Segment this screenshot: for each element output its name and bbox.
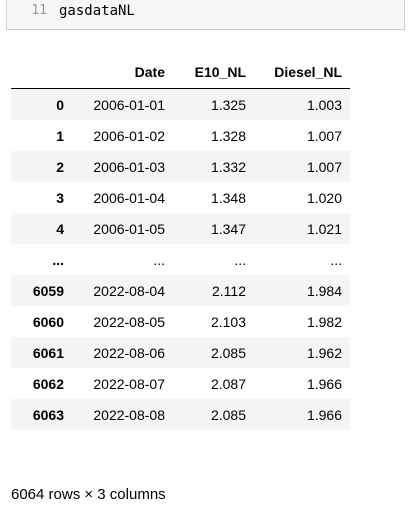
row-index: 0	[56, 96, 64, 113]
row-index: 6059	[32, 282, 64, 299]
cell-date: 2022-08-06	[93, 344, 165, 361]
cell-diesel: 1.021	[306, 220, 342, 237]
row-index: 6061	[32, 344, 64, 361]
header-index	[11, 56, 72, 89]
header-diesel: Diesel_NL	[254, 56, 350, 89]
header-row: Date E10_NL Diesel_NL	[11, 56, 350, 89]
row-index: 4	[56, 220, 64, 237]
table-body: 0 2006-01-01 1.325 1.003 1 2006-01-02 1.328 1.0…	[11, 88, 350, 430]
cell-date: 2006-01-02	[93, 127, 165, 144]
cell-diesel: 1.966	[306, 406, 342, 423]
cell-e10: 1.332	[210, 158, 246, 175]
table-row: 4 2006-01-05 1.347 1.021	[11, 213, 350, 244]
cell-diesel: 1.982	[306, 313, 342, 330]
table-row: 1 2006-01-02 1.328 1.007	[11, 120, 350, 151]
table-row: 3 2006-01-04 1.348 1.020	[11, 182, 350, 213]
header-date: Date	[72, 56, 173, 89]
cell-date: 2006-01-04	[93, 189, 165, 206]
cell-date: 2022-08-07	[93, 375, 165, 392]
table-row: 0 2006-01-01 1.325 1.003	[11, 88, 350, 120]
table-row: 2 2006-01-03 1.332 1.007	[11, 151, 350, 182]
table-row: ............	[11, 244, 350, 275]
table-row: 6059 2022-08-04 2.112 1.984	[11, 275, 350, 306]
cell-e10: ...	[234, 251, 246, 268]
cell-e10: 2.103	[210, 313, 246, 330]
row-index: 1	[56, 127, 64, 144]
cell-date: ...	[153, 251, 165, 268]
code-text[interactable]: gasdataNL	[59, 3, 135, 19]
table-row: 6060 2022-08-05 2.103 1.982	[11, 306, 350, 337]
cell-diesel: 1.984	[306, 282, 342, 299]
line-number: 11	[31, 3, 47, 18]
code-input-cell[interactable]: 11 gasdataNL	[6, 0, 405, 30]
header-e10: E10_NL	[173, 56, 254, 89]
table-row: 6062 2022-08-07 2.087 1.966	[11, 368, 350, 399]
cell-diesel: 1.007	[306, 127, 342, 144]
cell-date: 2022-08-05	[93, 313, 165, 330]
cell-e10: 2.087	[210, 375, 246, 392]
cell-e10: 2.112	[212, 282, 246, 299]
table-row: 6061 2022-08-06 2.085 1.962	[11, 337, 350, 368]
cell-e10: 2.085	[210, 344, 246, 361]
table-row: 6063 2022-08-08 2.085 1.966	[11, 399, 350, 430]
cell-e10: 1.325	[210, 96, 246, 113]
row-index: 3	[56, 189, 64, 206]
cell-e10: 2.085	[210, 406, 246, 423]
cell-diesel: 1.007	[306, 158, 342, 175]
table-header: Date E10_NL Diesel_NL	[11, 56, 350, 89]
cell-date: 2022-08-04	[93, 282, 165, 299]
cell-date: 2022-08-08	[93, 406, 165, 423]
dataframe-table: Date E10_NL Diesel_NL 0 2006-01-01 1.325 1.…	[11, 56, 350, 430]
cell-diesel: 1.003	[306, 96, 342, 113]
cell-diesel: 1.966	[306, 375, 342, 392]
row-index: 6060	[32, 313, 64, 330]
row-index: 2	[56, 158, 64, 175]
cell-e10: 1.348	[210, 189, 246, 206]
cell-date: 2006-01-01	[93, 96, 165, 113]
cell-e10: 1.328	[210, 127, 246, 144]
cell-diesel: 1.020	[306, 189, 342, 206]
cell-date: 2006-01-05	[93, 220, 165, 237]
shape-summary: 6064 rows × 3 columns	[11, 486, 166, 503]
cell-date: 2006-01-03	[93, 158, 165, 175]
row-index: ...	[52, 251, 64, 268]
cell-diesel: ...	[330, 251, 342, 268]
row-index: 6062	[32, 375, 64, 392]
row-index: 6063	[32, 406, 64, 423]
cell-e10: 1.347	[210, 220, 246, 237]
cell-diesel: 1.962	[306, 344, 342, 361]
